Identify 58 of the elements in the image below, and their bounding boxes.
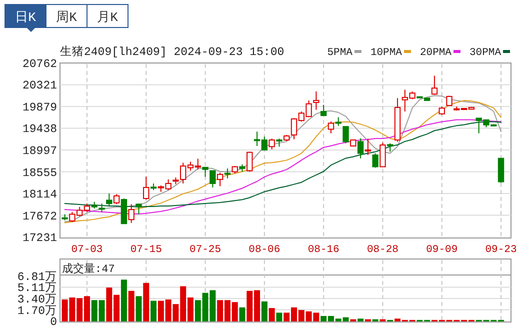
candlestick	[380, 142, 386, 168]
y-tick-label: 17231	[22, 232, 58, 245]
bar	[276, 312, 282, 322]
candlestick	[202, 166, 208, 178]
x-tick-label: 08-28	[366, 244, 398, 256]
x-tick-label: 09-09	[426, 244, 458, 256]
y-tick-label: 19438	[22, 123, 58, 136]
y-tick-label: 20321	[22, 80, 58, 93]
bar	[150, 300, 157, 322]
y-tick-label: 19879	[22, 102, 58, 115]
candlestick	[143, 176, 150, 200]
text: 周K	[56, 10, 78, 25]
candlestick	[342, 126, 349, 144]
text: 月K	[97, 10, 118, 25]
text: 日K	[15, 10, 36, 25]
bar	[136, 296, 142, 322]
x-tick-label: 08-16	[308, 244, 340, 256]
legend-label: 20PMA	[420, 47, 452, 59]
candlestick	[328, 121, 334, 134]
candlestick	[246, 151, 253, 172]
x-tick-label: 07-15	[130, 244, 162, 256]
candlestick	[113, 194, 120, 205]
y-tick-label: 17672	[22, 210, 58, 224]
bar	[120, 280, 127, 322]
bar	[128, 290, 134, 322]
candlestick	[210, 170, 216, 188]
legend-label: 10PMA	[370, 47, 403, 59]
y-tick-label: 18114	[22, 188, 58, 202]
candlestick	[372, 152, 378, 168]
candlestick	[128, 204, 134, 224]
candlestick	[498, 158, 504, 184]
candlestick	[216, 172, 224, 187]
candlestick	[357, 138, 364, 159]
y-tick-label: 18997	[22, 144, 57, 158]
candlestick	[224, 168, 231, 179]
legend-label: 30PMA	[469, 47, 502, 59]
bar	[268, 308, 275, 322]
candlestick	[320, 104, 327, 116]
candlestick	[268, 138, 275, 150]
bar	[143, 282, 150, 322]
x-tick-label: 07-03	[71, 244, 103, 256]
chart-title: 生猪2409[lh2409] 2024-09-23 15:00	[60, 45, 284, 59]
x-tick-label: 07-25	[190, 244, 222, 256]
candlestick	[106, 192, 112, 206]
annotation: 成交量:47	[62, 262, 115, 276]
candlestick	[313, 90, 320, 110]
candlestick	[136, 203, 142, 215]
y-tick-label: 0	[50, 316, 58, 329]
y-tick-label: 18555	[22, 166, 58, 180]
y-tick-label: 20762	[22, 58, 58, 71]
x-tick-label: 09-23	[485, 244, 517, 256]
x-tick-label: 08-06	[248, 244, 280, 256]
bar	[239, 307, 246, 322]
y-tick-label: 1.70万	[17, 304, 57, 318]
candlestick	[364, 138, 372, 156]
bar	[261, 301, 268, 322]
candlestick	[431, 75, 438, 96]
legend-label: 5PMA	[327, 47, 354, 59]
